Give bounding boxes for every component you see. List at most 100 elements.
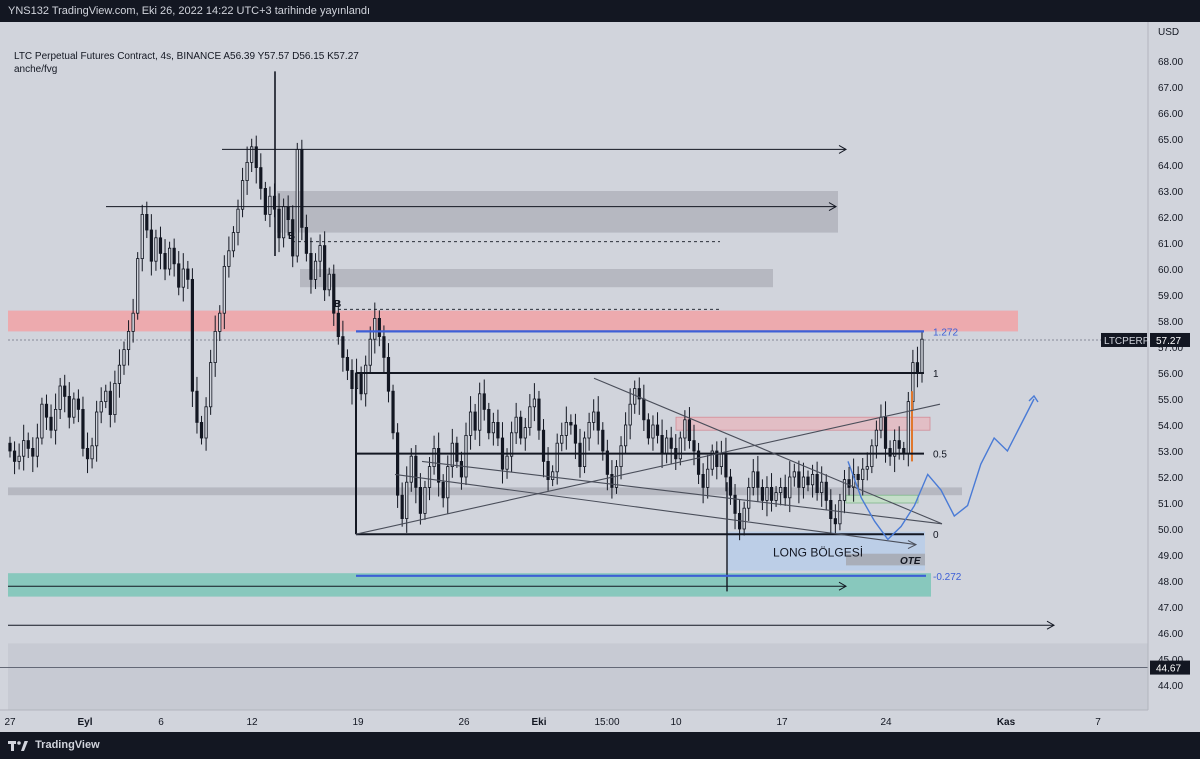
candle [523,417,527,451]
candle-body [619,445,623,467]
candle-body [820,481,824,494]
symbol-info: LTC Perpetual Futures Contract, 4s, BINA… [14,51,359,62]
candle [163,239,167,281]
candle-body [350,369,354,389]
candle-body [332,273,336,314]
candle [190,268,194,408]
candle [149,214,153,276]
y-tick-label: 68.00 [1158,57,1183,68]
candle [596,396,600,445]
long-zone-label: LONG BÖLGESİ [773,545,863,559]
candle [756,455,760,502]
candle [678,431,682,466]
candle [181,253,185,302]
candle-body [815,473,819,493]
candle [883,401,888,463]
candle-body [172,247,176,265]
candle [605,439,609,491]
candle-body [847,479,851,488]
candle-body [204,406,208,439]
candle [537,390,541,440]
candle [35,423,39,468]
low-marker-tag: 44.67 [1156,664,1181,675]
candle-body [883,416,888,449]
candle [651,415,655,451]
candle-body [104,390,108,403]
candle [395,423,400,508]
candle [441,474,445,508]
candle [519,410,523,445]
candle-body [665,437,669,455]
candle [856,466,860,490]
candle [432,435,436,475]
candle-body [751,471,755,488]
candle [409,448,413,492]
candle [131,298,135,343]
candle-body [537,398,541,431]
candle [304,214,309,262]
candle-body [874,429,879,447]
candle-body [742,507,746,530]
candle-body [405,481,409,520]
candle-body [395,432,400,496]
candle [610,460,614,499]
candle-body [364,364,368,395]
candle-body [309,252,313,280]
candle [377,310,381,347]
candle-body [323,245,327,291]
low-marker-tag-bg [1150,660,1190,675]
chart-canvas[interactable]: 1.272 1 0.5 0 -0.272 LONG BÖLGESİ OTE B B USD 44.… [0,22,1200,732]
candle [491,412,495,446]
candle-body [459,460,464,478]
candle-body [63,385,67,397]
candle-body [555,442,559,473]
fib-label-1: 1 [933,369,939,380]
zone-supply-mid [300,269,773,288]
candle [240,167,245,218]
candle [455,436,459,468]
candle [177,251,181,296]
candle [683,410,687,451]
candle-body [733,494,737,514]
candle [8,436,12,458]
candle-body [54,408,58,431]
x-tick-label: 27 [4,717,16,728]
candle-body [633,388,637,405]
candle [167,241,172,276]
candle [327,267,331,297]
candle [783,474,787,506]
candle-body [259,167,263,189]
chart-area[interactable]: 1.272 1 0.5 0 -0.272 LONG BÖLGESİ OTE B B USD 44.… [0,22,1200,732]
candle-body [427,466,432,488]
candle [117,349,122,398]
candle-body [222,265,226,314]
candle-body [478,393,482,431]
candle-body [532,398,537,408]
candle-body [582,437,587,468]
y-tick-label: 62.00 [1158,213,1183,224]
candle [514,402,518,444]
candle [473,403,477,440]
candle-body [113,382,117,415]
candle-body [578,442,582,468]
candle [236,199,240,246]
projection-path [847,398,1035,541]
candle-body [637,388,641,400]
candle-body [432,447,436,467]
candle-body [546,460,550,480]
x-tick-label: 19 [352,717,364,728]
candle-body [90,445,94,460]
y-tick-label: 47.00 [1158,603,1183,614]
candle-body [660,434,664,454]
zone-supply-upper [277,191,838,233]
candle [277,193,281,253]
y-tick-label: 44.00 [1158,681,1183,692]
candle [437,432,441,497]
candle [696,442,701,485]
candle [824,474,828,511]
lower-shade [8,643,1148,711]
zone-green-support [8,573,931,597]
last-price-tag: 57.27 [1156,336,1181,347]
plot-background [0,22,1200,710]
candle-body [72,398,76,418]
